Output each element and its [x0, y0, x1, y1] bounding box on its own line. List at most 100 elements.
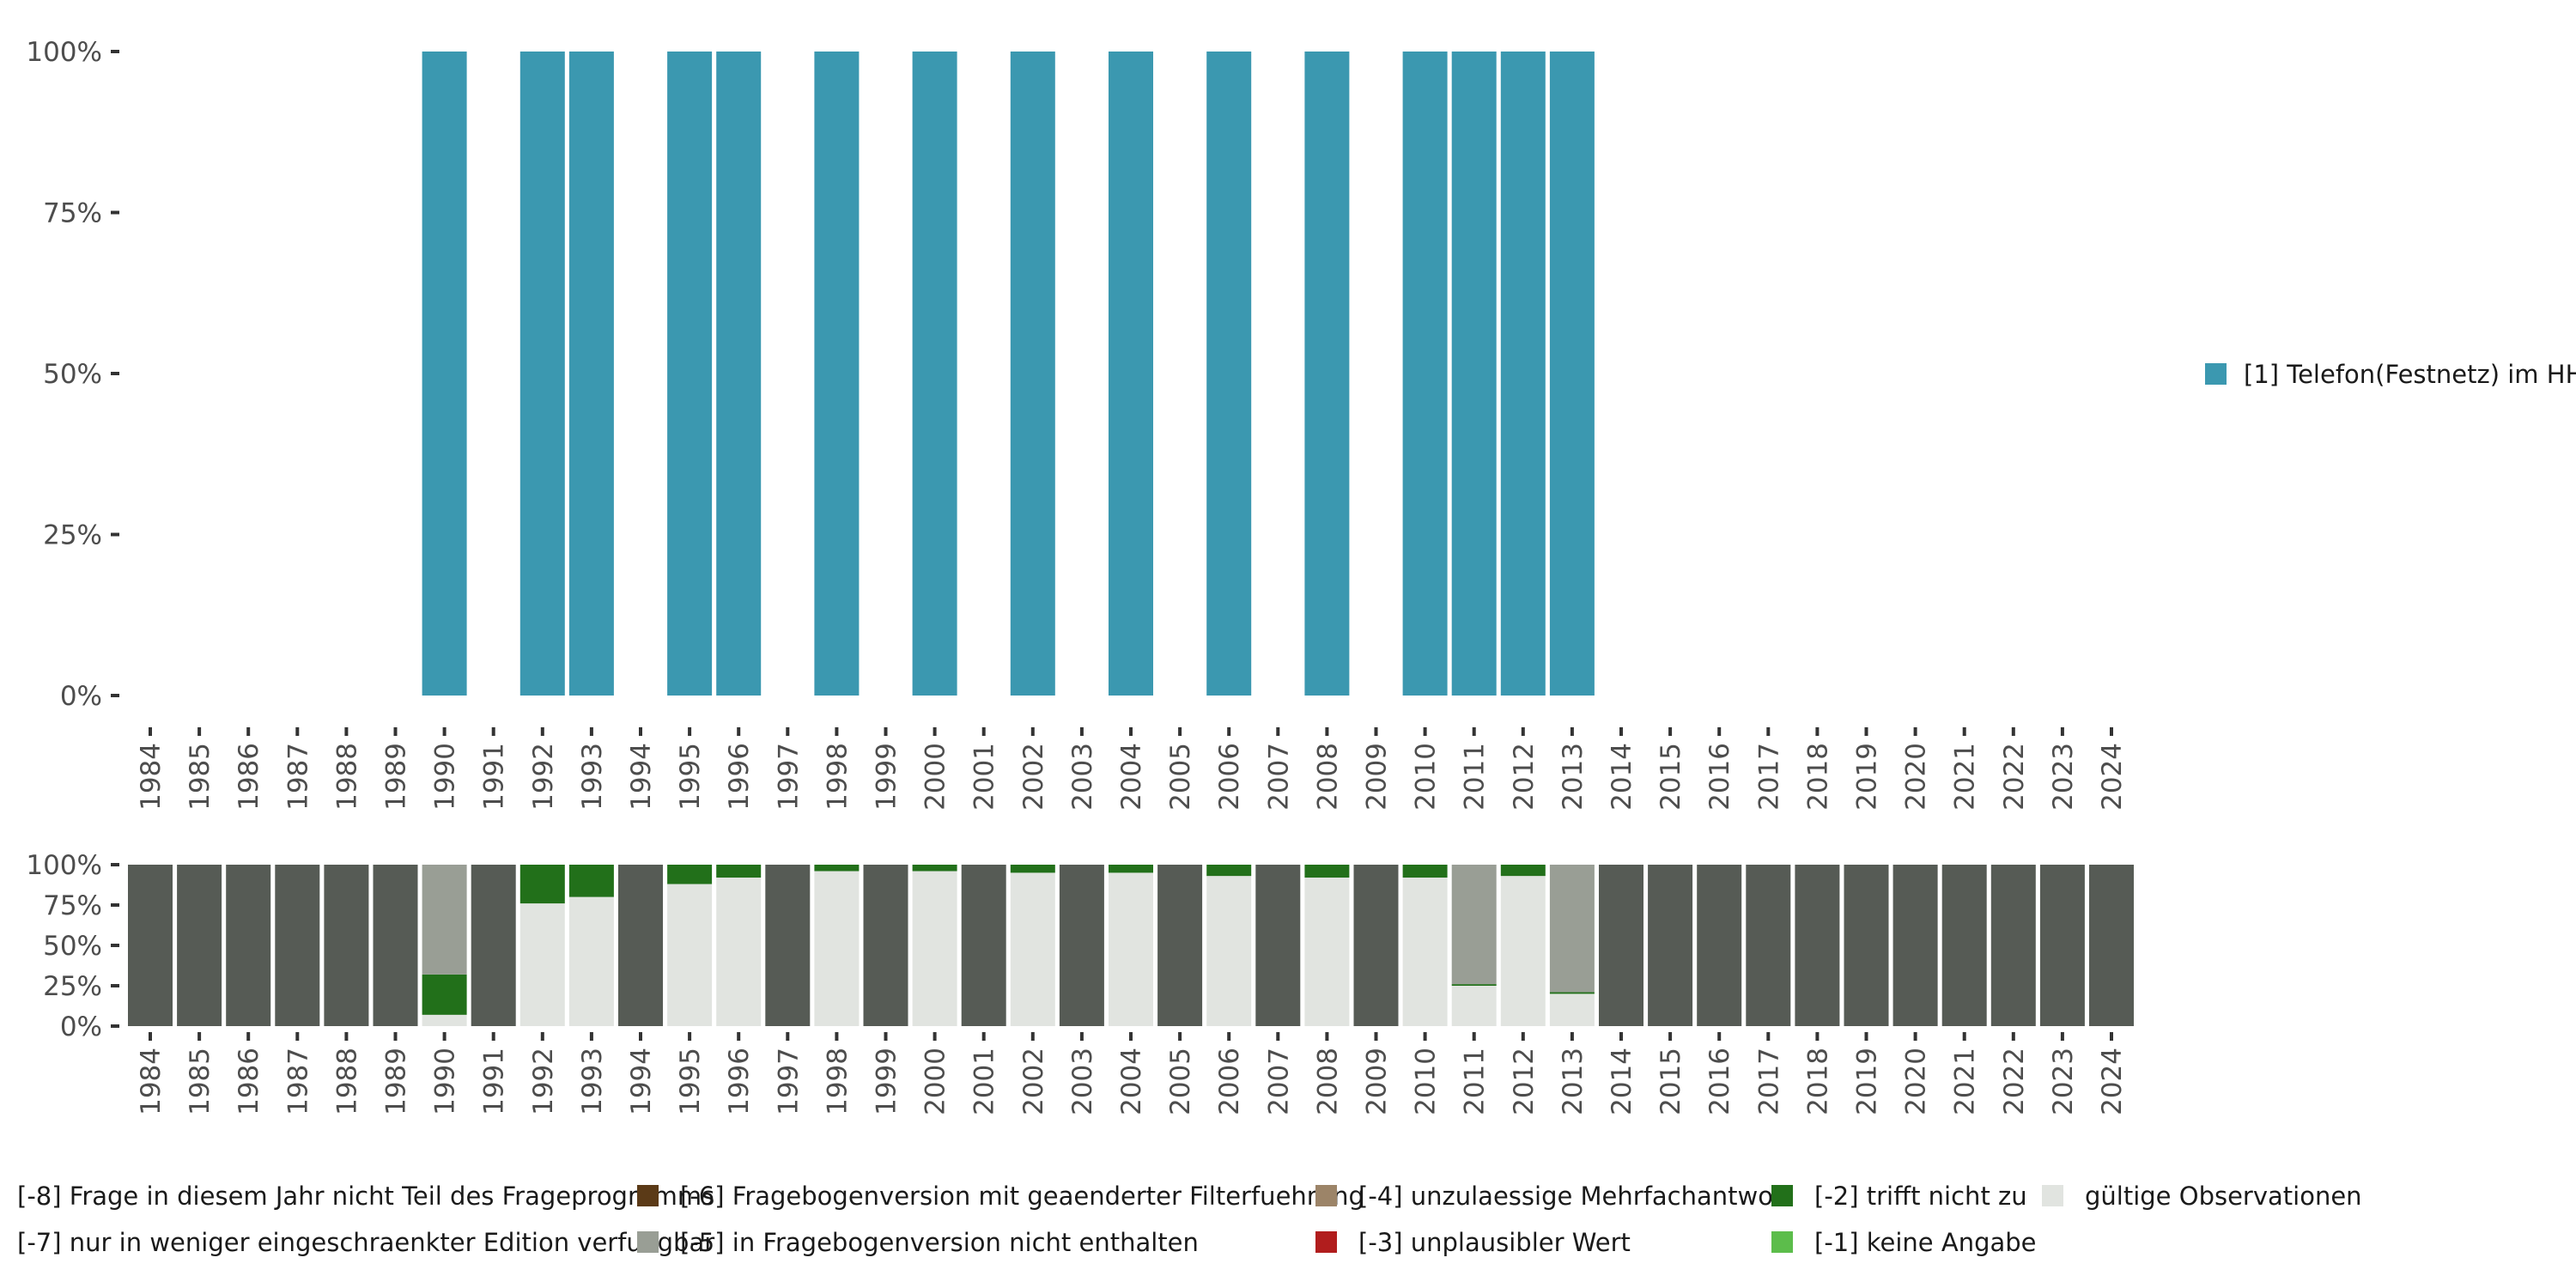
stack-8-frage-in-diesem-jahr-nicht-teil-des-frageprogramms-1994	[618, 865, 663, 1026]
stack-2-trifft-nicht-zu-2004	[1109, 865, 1153, 873]
x-tick-label: 1992	[528, 1048, 559, 1115]
stack-g-ltige-observationen-1993	[568, 896, 614, 1026]
top-chart: 0% 25% 50% 75% 100% 1984 1985 1986 1987 1988 1989 1…	[26, 37, 2128, 811]
stack-8-frage-in-diesem-jahr-nicht-teil-des-frageprogramms-2020	[1893, 865, 1938, 1026]
stack-2-trifft-nicht-zu-2008	[1304, 865, 1350, 878]
x-tick-label: 2012	[1509, 1048, 1540, 1115]
x-tick-label: 2002	[1018, 1048, 1049, 1115]
x-tick-label: 2019	[1852, 1048, 1883, 1115]
x-tick-label: 1997	[773, 743, 804, 811]
stack-2-trifft-nicht-zu-2000	[912, 865, 957, 872]
y-tick-label: 50%	[43, 931, 102, 962]
legend-swatch-3-unplausibler-wert	[1315, 1231, 1337, 1253]
stack-8-frage-in-diesem-jahr-nicht-teil-des-frageprogramms-2005	[1157, 865, 1203, 1026]
x-tick-label: 1984	[136, 743, 167, 811]
stack-g-ltige-observationen-2006	[1206, 876, 1252, 1026]
legend-swatch-1-telefon-festnetz-im-hh	[2205, 363, 2227, 385]
x-tick-label: 1989	[381, 1048, 412, 1115]
y-tick-label: 0%	[60, 681, 102, 712]
y-tick-label: 25%	[43, 520, 102, 551]
x-tick-label: 2023	[2048, 743, 2079, 811]
x-tick-label: 2018	[1802, 1048, 1833, 1115]
x-tick-label: 2014	[1607, 1048, 1637, 1115]
bar-1-telefon-festnetz-im-hh-2011	[1451, 52, 1497, 696]
y-tick-label: 75%	[43, 198, 102, 229]
x-tick-label: 2004	[1116, 743, 1147, 811]
x-tick-label: 1993	[577, 743, 608, 811]
stack-g-ltige-observationen-1992	[519, 903, 565, 1026]
x-tick-label: 2024	[2097, 1048, 2128, 1115]
y-tick-label: 50%	[43, 359, 102, 390]
stack-8-frage-in-diesem-jahr-nicht-teil-des-frageprogramms-2023	[2039, 865, 2085, 1026]
stack-8-frage-in-diesem-jahr-nicht-teil-des-frageprogramms-2007	[1255, 865, 1301, 1026]
stack-g-ltige-observationen-1996	[716, 878, 762, 1026]
stack-8-frage-in-diesem-jahr-nicht-teil-des-frageprogramms-2016	[1697, 865, 1742, 1026]
x-tick-label: 2011	[1460, 1048, 1491, 1115]
stack-2-trifft-nicht-zu-1996	[716, 865, 762, 878]
x-tick-label: 2015	[1656, 743, 1686, 811]
x-tick-label: 2007	[1263, 743, 1294, 811]
stack-8-frage-in-diesem-jahr-nicht-teil-des-frageprogramms-2014	[1599, 865, 1643, 1026]
x-tick-label: 1995	[675, 1048, 706, 1115]
legend-swatch-2-trifft-nicht-zu	[1771, 1185, 1793, 1206]
legend-label-bottom: [-4] unzulaessige Mehrfachantwort	[1358, 1182, 1793, 1211]
stack-8-frage-in-diesem-jahr-nicht-teil-des-frageprogramms-2018	[1795, 865, 1840, 1026]
x-tick-label: 2013	[1558, 743, 1589, 811]
legend-label-bottom: [-7] nur in weniger eingeschraenkter Edi…	[17, 1228, 714, 1257]
bar-1-telefon-festnetz-im-hh-1992	[519, 52, 565, 696]
x-tick-label: 2003	[1067, 743, 1098, 811]
x-tick-label: 1998	[822, 743, 853, 811]
stack-8-frage-in-diesem-jahr-nicht-teil-des-frageprogramms-2021	[1941, 865, 1987, 1026]
legend-swatch-4-unzulaessige-mehrfachantwort	[1315, 1185, 1337, 1206]
stack-8-frage-in-diesem-jahr-nicht-teil-des-frageprogramms-2003	[1059, 865, 1104, 1026]
x-tick-label: 1999	[872, 743, 902, 811]
stack-8-frage-in-diesem-jahr-nicht-teil-des-frageprogramms-1988	[324, 865, 369, 1026]
x-tick-label: 2007	[1263, 1048, 1294, 1115]
bar-1-telefon-festnetz-im-hh-1990	[422, 52, 467, 696]
x-tick-label: 1993	[577, 1048, 608, 1115]
bar-1-telefon-festnetz-im-hh-2004	[1109, 52, 1153, 696]
stack-2-trifft-nicht-zu-2011	[1451, 984, 1497, 986]
stack-g-ltige-observationen-1990	[422, 1014, 467, 1026]
x-tick-label: 2016	[1704, 1048, 1735, 1115]
x-tick-label: 1994	[626, 743, 657, 811]
x-tick-label: 1987	[283, 1048, 313, 1115]
stack-8-frage-in-diesem-jahr-nicht-teil-des-frageprogramms-2024	[2089, 865, 2134, 1026]
x-tick-label: 1989	[381, 743, 412, 811]
stack-g-ltige-observationen-2004	[1109, 872, 1153, 1026]
stack-8-frage-in-diesem-jahr-nicht-teil-des-frageprogramms-1986	[226, 865, 271, 1026]
stack-8-frage-in-diesem-jahr-nicht-teil-des-frageprogramms-1989	[373, 865, 418, 1026]
x-tick-label: 2016	[1704, 743, 1735, 811]
x-tick-label: 2009	[1362, 1048, 1393, 1115]
x-tick-label: 2022	[1999, 743, 2030, 811]
legend-swatch-5-in-fragebogenversion-nicht-enthalten	[637, 1231, 659, 1253]
x-tick-label: 1986	[234, 1048, 264, 1115]
x-tick-label: 1999	[872, 1048, 902, 1115]
stack-2-trifft-nicht-zu-2002	[1010, 865, 1055, 873]
stack-2-trifft-nicht-zu-1995	[667, 865, 713, 884]
x-tick-label: 1985	[185, 743, 216, 811]
x-tick-label: 2017	[1753, 743, 1784, 811]
stack-g-ltige-observationen-2013	[1549, 993, 1595, 1026]
bar-1-telefon-festnetz-im-hh-2002	[1010, 52, 1055, 696]
right-legend: [1] Telefon(Festnetz) im HH	[2205, 360, 2576, 389]
y-tick-label: 75%	[43, 890, 102, 921]
stack-2-trifft-nicht-zu-2013	[1549, 992, 1595, 994]
bar-1-telefon-festnetz-im-hh-1998	[814, 52, 860, 696]
stack-g-ltige-observationen-2011	[1451, 986, 1497, 1026]
bar-1-telefon-festnetz-im-hh-2013	[1549, 52, 1595, 696]
x-tick-label: 2002	[1018, 743, 1049, 811]
x-tick-label: 1986	[234, 743, 264, 811]
bar-1-telefon-festnetz-im-hh-1995	[667, 52, 713, 696]
x-tick-label: 2000	[920, 743, 951, 811]
x-tick-label: 2021	[1950, 743, 1981, 811]
x-tick-label: 1988	[331, 1048, 362, 1115]
bar-1-telefon-festnetz-im-hh-2000	[912, 52, 957, 696]
x-tick-label: 2008	[1312, 743, 1343, 811]
stack-2-trifft-nicht-zu-1992	[519, 865, 565, 904]
stack-2-trifft-nicht-zu-1998	[814, 865, 860, 872]
x-tick-label: 2000	[920, 1048, 951, 1115]
stack-8-frage-in-diesem-jahr-nicht-teil-des-frageprogramms-2001	[961, 865, 1006, 1026]
x-tick-label: 2001	[969, 743, 1000, 811]
